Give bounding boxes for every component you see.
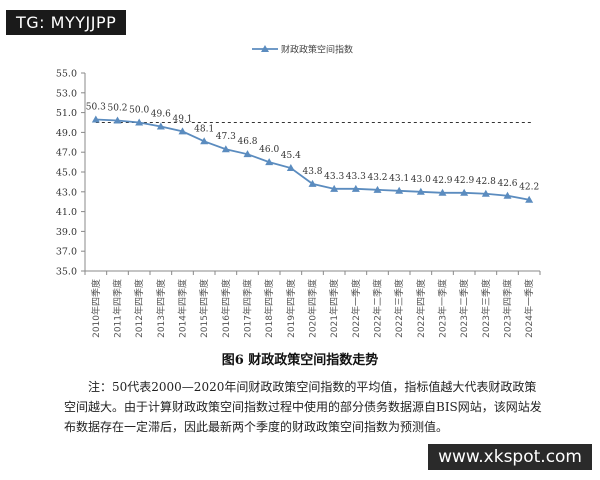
x-tick-label: 2021年四季度: [328, 279, 340, 338]
x-tick-label: 2017年四季度: [242, 279, 254, 338]
data-label: 42.2: [519, 183, 539, 193]
legend-label: 财政政策空间指数: [281, 44, 353, 56]
x-tick-label: 2023年二季度: [458, 279, 470, 338]
data-label: 42.6: [497, 179, 517, 189]
y-tick-label: 51.0: [56, 108, 77, 119]
x-tick-label: 2023年四季度: [502, 279, 514, 338]
data-point-marker: [156, 122, 165, 130]
data-label: 42.9: [432, 176, 452, 186]
data-point-marker: [308, 179, 317, 187]
x-tick-label: 2019年四季度: [285, 279, 297, 338]
data-label: 43.2: [367, 173, 387, 183]
data-point-marker: [330, 184, 339, 192]
data-point-marker: [503, 191, 512, 199]
x-tick-label: 2022年一季度: [350, 279, 362, 338]
figure-note: 注：50代表2000—2020年间财政政策空间指数的平均值，指标值越大代表财政政…: [64, 380, 542, 434]
data-label: 43.0: [411, 175, 431, 185]
data-label: 48.1: [194, 124, 214, 134]
data-point-marker: [351, 184, 360, 192]
y-tick-label: 47.0: [56, 148, 77, 159]
data-point-marker: [200, 137, 209, 145]
data-point-marker: [416, 187, 425, 195]
y-tick-label: 55.0: [56, 69, 77, 80]
line-chart: 35.0 37.0 39.0 41.0 43.0 45.0 47.0 49.0 51.0 53.0…: [56, 44, 541, 338]
data-label: 50.2: [107, 104, 127, 114]
x-tick-label: 2022年二季度: [372, 279, 384, 338]
y-tick-label: 43.0: [56, 187, 77, 198]
data-point-marker: [243, 150, 252, 158]
x-tick-label: 2010年四季度: [90, 279, 102, 338]
series-line: [95, 118, 530, 201]
y-tick-label: 41.0: [56, 207, 77, 218]
data-point-marker: [438, 188, 447, 196]
data-label: 50.0: [129, 106, 149, 116]
data-label: 46.0: [259, 145, 279, 155]
x-tick-label: 2016年四季度: [220, 279, 232, 338]
x-tick-label: 2014年四季度: [177, 279, 189, 338]
x-tick-label: 2024年一季度: [523, 279, 535, 338]
data-point-marker: [135, 118, 144, 126]
x-tick-label: 2023年一季度: [437, 279, 449, 338]
x-tick-label: 2020年四季度: [307, 279, 319, 338]
data-point-marker: [265, 158, 274, 166]
x-tick-label: 2012年四季度: [133, 279, 145, 338]
y-tick-label: 49.0: [56, 128, 77, 139]
y-tick-label: 39.0: [56, 227, 77, 238]
legend-marker: [261, 45, 269, 52]
data-point-marker: [286, 164, 295, 172]
x-tick-label: 2013年四季度: [155, 279, 167, 338]
x-tick-label: 2015年四季度: [198, 279, 210, 338]
x-tick-label: 2022年四季度: [415, 279, 427, 338]
x-tick-label: 2022年三季度: [393, 279, 405, 338]
figure-caption: 图6 财政政策空间指数走势: [221, 353, 379, 368]
data-point-marker: [460, 188, 469, 196]
data-point-marker: [221, 145, 230, 153]
x-tick-label: 2023年三季度: [480, 279, 492, 338]
watermark-top-left: TG: MYYJJPP: [6, 10, 127, 35]
x-tick-label: 2011年四季度: [112, 279, 124, 338]
data-label: 43.3: [346, 172, 366, 182]
data-point-marker: [481, 189, 490, 197]
data-label: 45.4: [281, 151, 301, 161]
y-tick-label: 53.0: [56, 88, 77, 99]
data-label: 42.9: [454, 176, 474, 186]
data-point-marker: [395, 186, 404, 194]
data-label: 46.8: [237, 137, 257, 147]
data-label: 47.3: [216, 132, 236, 142]
data-point-marker: [178, 127, 187, 135]
data-point-marker: [373, 185, 382, 193]
y-tick-label: 37.0: [56, 247, 77, 258]
data-label: 49.1: [172, 114, 192, 124]
data-point-marker: [525, 195, 534, 203]
watermark-bottom-right: www.xkspot.com: [428, 444, 592, 470]
data-label: 42.8: [476, 177, 496, 187]
data-point-marker: [91, 115, 100, 123]
data-point-marker: [113, 116, 122, 124]
y-tick-label: 35.0: [56, 267, 77, 278]
y-tick-label: 45.0: [56, 168, 77, 179]
data-label: 43.3: [324, 172, 344, 182]
x-tick-label: 2018年四季度: [263, 279, 275, 338]
data-label: 50.3: [86, 103, 106, 113]
data-label: 43.1: [389, 174, 409, 184]
data-label: 49.6: [151, 109, 171, 119]
data-label: 43.8: [302, 167, 322, 177]
